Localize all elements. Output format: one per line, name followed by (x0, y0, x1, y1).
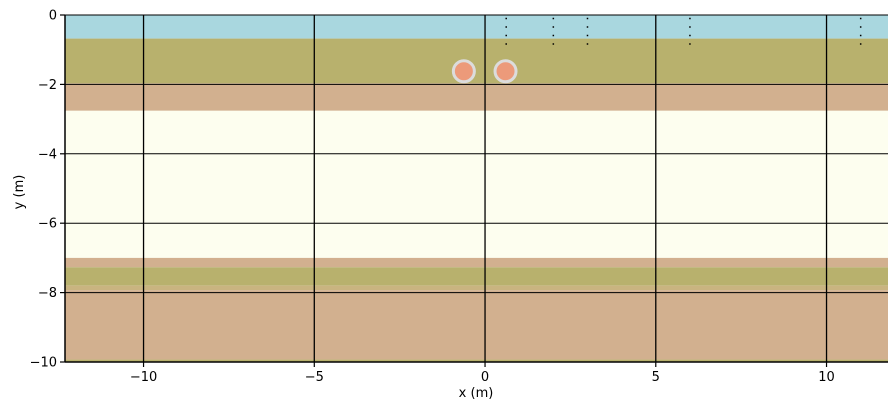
layer-band-3 (65, 110, 888, 258)
y-tick-label-2: −4 (38, 147, 57, 162)
layer-band-1 (65, 38, 888, 84)
x-tick-label-2: 0 (481, 370, 489, 385)
tick-labels: −10 −5 0 5 10 0 −2 −4 −6 −8 −10 (30, 9, 835, 386)
layer-band-0 (65, 15, 888, 39)
x-tick-label-3: 5 (652, 370, 660, 385)
y-tick-label-4: −8 (38, 286, 57, 301)
x-axis-title: x (m) (459, 386, 494, 401)
data-points (451, 59, 518, 84)
x-tick-label-0: −10 (130, 370, 157, 385)
layer-band-4 (65, 257, 888, 268)
layer-band-7 (65, 290, 888, 360)
x-tick-label-1: −5 (305, 370, 324, 385)
data-point-0 (451, 59, 476, 84)
y-tick-label-5: −10 (30, 356, 57, 371)
y-axis-title: y (m) (12, 175, 27, 210)
data-point-1 (493, 59, 518, 84)
y-tick-label-3: −6 (38, 217, 57, 232)
y-tick-label-1: −2 (38, 78, 57, 93)
layer-band-5 (65, 267, 888, 286)
y-tick-label-0: 0 (49, 9, 57, 24)
marker-lines (505, 17, 862, 50)
layer-band-2 (65, 83, 888, 111)
axes (60, 14, 888, 367)
soil-layers (65, 15, 888, 362)
x-tick-label-4: 10 (818, 370, 835, 385)
layer-band-6 (65, 285, 888, 291)
layer-band-8 (65, 359, 888, 362)
